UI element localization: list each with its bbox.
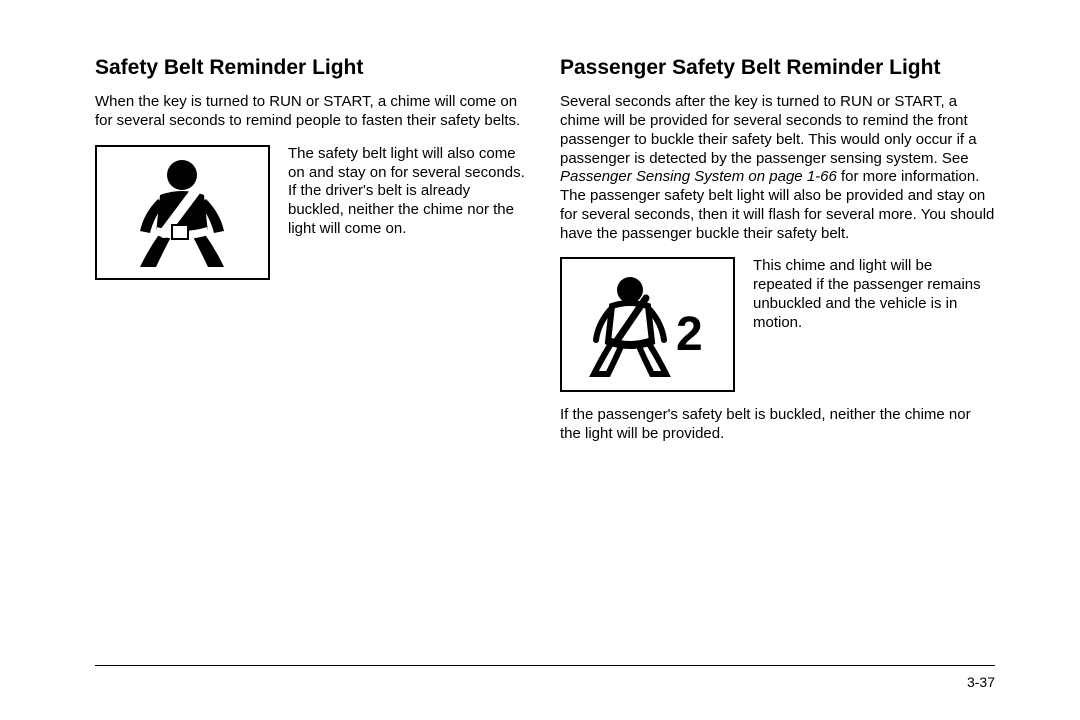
- seatbelt-icon: [130, 155, 235, 270]
- left-figure-row: The safety belt light will also come on …: [95, 145, 530, 280]
- right-column: Passenger Safety Belt Reminder Light Sev…: [560, 55, 995, 458]
- seatbelt-icon-box: [95, 145, 270, 280]
- right-heading: Passenger Safety Belt Reminder Light: [560, 55, 995, 81]
- page-number: 3-37: [967, 674, 995, 690]
- right-paragraph-1: Several seconds after the key is turned …: [560, 93, 995, 243]
- footer-rule: [95, 665, 995, 666]
- left-paragraph-1: When the key is turned to RUN or START, …: [95, 93, 530, 131]
- passenger-seatbelt-icon-box: 2: [560, 257, 735, 392]
- left-figure-text: The safety belt light will also come on …: [288, 145, 530, 239]
- left-column: Safety Belt Reminder Light When the key …: [95, 55, 530, 458]
- left-heading: Safety Belt Reminder Light: [95, 55, 530, 81]
- right-p1-italic: Passenger Sensing System on page 1-66: [560, 168, 837, 185]
- right-figure-text: This chime and light will be repeated if…: [753, 257, 995, 332]
- passenger-seatbelt-icon: 2: [578, 270, 718, 380]
- svg-text:2: 2: [676, 308, 703, 361]
- right-figure-row: 2 This chime and light will be repeated …: [560, 257, 995, 392]
- right-p1-a: Several seconds after the key is turned …: [560, 93, 977, 166]
- right-paragraph-2: If the passenger's safety belt is buckle…: [560, 406, 995, 444]
